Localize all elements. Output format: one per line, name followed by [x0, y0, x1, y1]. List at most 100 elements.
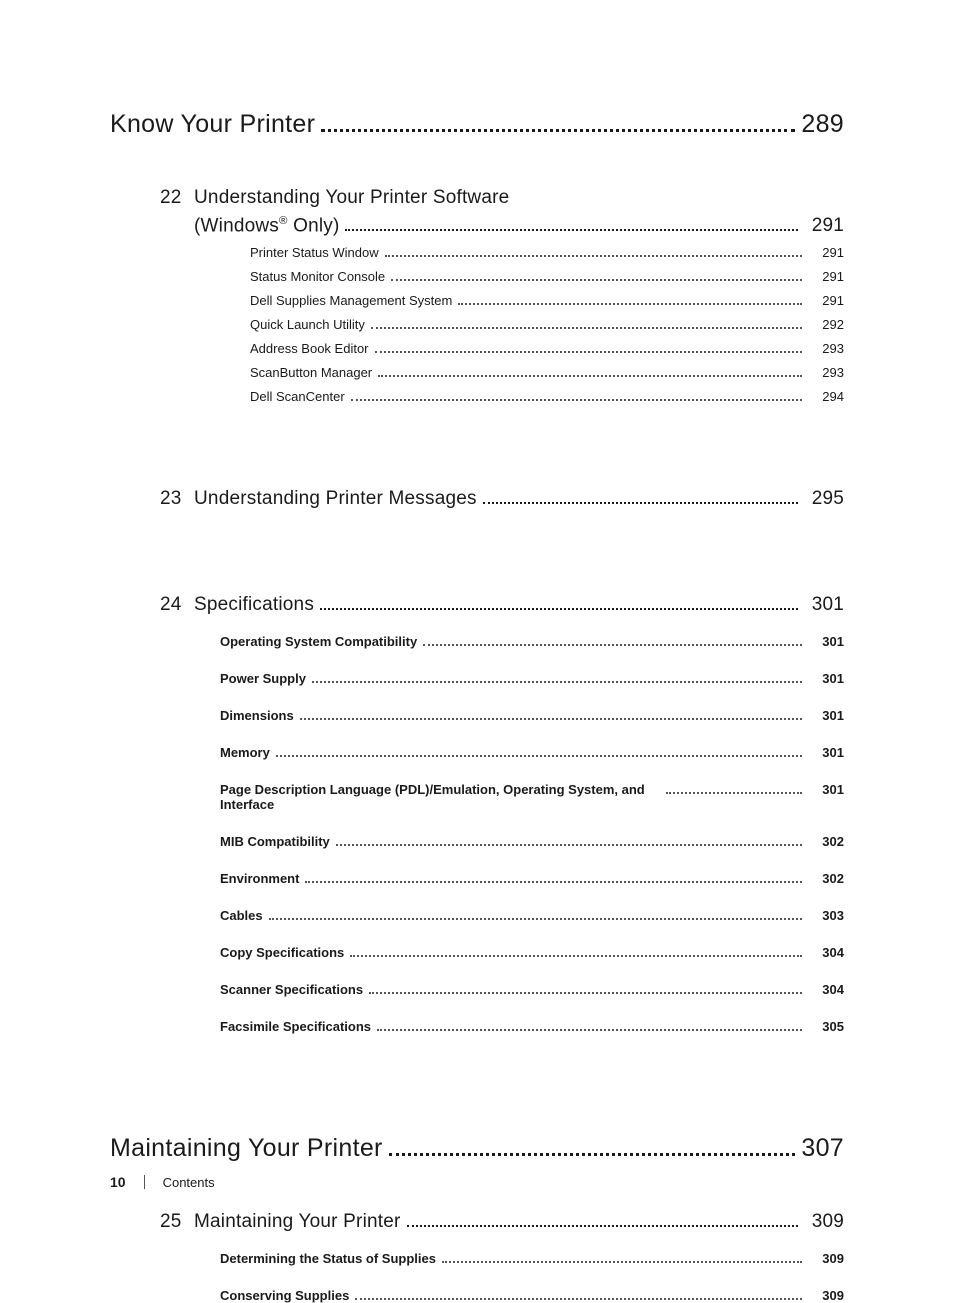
chapter-23-head[interactable]: 23 Understanding Printer Messages 295: [160, 488, 844, 510]
sub-item[interactable]: ScanButton Manager293: [250, 365, 844, 380]
chapter-page: 295: [804, 488, 844, 510]
title-line2-post: Only): [288, 215, 340, 236]
section-item[interactable]: Page Description Language (PDL)/Emulatio…: [220, 782, 844, 812]
dot-leader: [378, 375, 802, 377]
section-item[interactable]: Copy Specifications304: [220, 945, 844, 960]
chapter-24-sections: Operating System Compatibility 301 Power …: [220, 634, 844, 1034]
chapter-22-head[interactable]: 22 Understanding Your Printer Software: [160, 187, 844, 209]
part-page: 307: [801, 1134, 844, 1163]
page-number: 10: [110, 1174, 126, 1190]
dot-leader: [305, 881, 802, 883]
chapter-22-subs: Printer Status Window291 Status Monitor …: [250, 245, 844, 404]
dot-leader: [423, 644, 802, 646]
spacer: [110, 1074, 844, 1134]
dot-leader: [375, 351, 802, 353]
section-page: 301: [808, 708, 844, 723]
chapter-number: 24: [160, 594, 194, 616]
sub-page: 291: [808, 245, 844, 260]
sub-label: Address Book Editor: [250, 341, 369, 356]
dot-leader: [345, 229, 798, 231]
toc-part-know-your-printer[interactable]: Know Your Printer 289: [110, 110, 844, 139]
sub-page: 294: [808, 389, 844, 404]
section-label: Memory: [220, 745, 270, 760]
section-item[interactable]: Environment 302: [220, 871, 844, 886]
section-label: Copy Specifications: [220, 945, 344, 960]
spacer: [110, 550, 844, 594]
sub-label: Status Monitor Console: [250, 269, 385, 284]
spacer: [110, 444, 844, 488]
toc-page: Know Your Printer 289 22 Understanding Y…: [0, 0, 954, 1235]
dot-leader: [377, 1029, 802, 1031]
section-page: 301: [808, 671, 844, 686]
chapter-25-head[interactable]: 25 Maintaining Your Printer 309: [160, 1211, 844, 1233]
section-label: Power Supply: [220, 671, 306, 686]
dot-leader: [300, 718, 802, 720]
section-label: Page Description Language (PDL)/Emulatio…: [220, 782, 660, 812]
dot-leader: [391, 279, 802, 281]
chapter-25: 25 Maintaining Your Printer 309 Determin…: [160, 1211, 844, 1303]
chapter-23: 23 Understanding Printer Messages 295: [160, 488, 844, 510]
chapter-number: 23: [160, 488, 194, 510]
sub-item[interactable]: Address Book Editor 293: [250, 341, 844, 356]
dot-leader: [389, 1153, 796, 1156]
footer-label: Contents: [163, 1175, 215, 1190]
section-item[interactable]: Determining the Status of Supplies 309: [220, 1251, 844, 1266]
chapter-title-line1: Understanding Your Printer Software: [194, 187, 509, 209]
section-page: 309: [808, 1251, 844, 1266]
section-item[interactable]: Operating System Compatibility 301: [220, 634, 844, 649]
sub-item[interactable]: Quick Launch Utility292: [250, 317, 844, 332]
section-item[interactable]: Facsimile Specifications305: [220, 1019, 844, 1034]
section-item[interactable]: Conserving Supplies309: [220, 1288, 844, 1303]
chapter-page: 291: [804, 215, 844, 237]
section-item[interactable]: Dimensions301: [220, 708, 844, 723]
section-page: 303: [808, 908, 844, 923]
section-page: 301: [808, 745, 844, 760]
sub-page: 293: [808, 341, 844, 356]
section-page: 301: [808, 634, 844, 649]
chapter-title: Specifications: [194, 594, 314, 616]
sub-item[interactable]: Printer Status Window291: [250, 245, 844, 260]
dot-leader: [320, 608, 798, 610]
chapter-24-head[interactable]: 24 Specifications 301: [160, 594, 844, 616]
dot-leader: [442, 1261, 802, 1263]
registered-mark: ®: [279, 215, 288, 227]
part-page: 289: [801, 110, 844, 139]
dot-leader: [458, 303, 802, 305]
chapter-title-line2: (Windows® Only): [194, 215, 339, 237]
section-label: Environment: [220, 871, 299, 886]
sub-item[interactable]: Dell ScanCenter294: [250, 389, 844, 404]
footer-separator: [144, 1175, 145, 1189]
dot-leader: [269, 918, 802, 920]
sub-item[interactable]: Dell Supplies Management System291: [250, 293, 844, 308]
part-title: Know Your Printer: [110, 110, 315, 139]
chapter-25-sections: Determining the Status of Supplies 309 Co…: [220, 1251, 844, 1303]
section-item[interactable]: MIB Compatibility 302: [220, 834, 844, 849]
dot-leader: [369, 992, 802, 994]
section-label: Determining the Status of Supplies: [220, 1251, 436, 1266]
dot-leader: [355, 1298, 802, 1300]
dot-leader: [321, 129, 795, 132]
sub-page: 293: [808, 365, 844, 380]
section-page: 302: [808, 834, 844, 849]
section-label: Operating System Compatibility: [220, 634, 417, 649]
page-footer: 10 Contents: [110, 1174, 215, 1190]
section-item[interactable]: Scanner Specifications304: [220, 982, 844, 997]
section-label: MIB Compatibility: [220, 834, 330, 849]
section-page: 301: [808, 782, 844, 797]
section-item[interactable]: Cables303: [220, 908, 844, 923]
section-page: 304: [808, 982, 844, 997]
chapter-24: 24 Specifications 301 Operating System C…: [160, 594, 844, 1034]
section-item[interactable]: Power Supply 301: [220, 671, 844, 686]
chapter-22: 22 Understanding Your Printer Software (…: [160, 187, 844, 404]
sub-page: 291: [808, 293, 844, 308]
sub-item[interactable]: Status Monitor Console291: [250, 269, 844, 284]
chapter-number: 25: [160, 1211, 194, 1233]
dot-leader: [666, 792, 802, 794]
toc-part-maintaining-your-printer[interactable]: Maintaining Your Printer 307: [110, 1134, 844, 1163]
dot-leader: [312, 681, 802, 683]
chapter-22-head-line2[interactable]: (Windows® Only) 291: [194, 215, 844, 237]
section-page: 302: [808, 871, 844, 886]
dot-leader: [371, 327, 802, 329]
section-label: Conserving Supplies: [220, 1288, 349, 1303]
section-item[interactable]: Memory 301: [220, 745, 844, 760]
